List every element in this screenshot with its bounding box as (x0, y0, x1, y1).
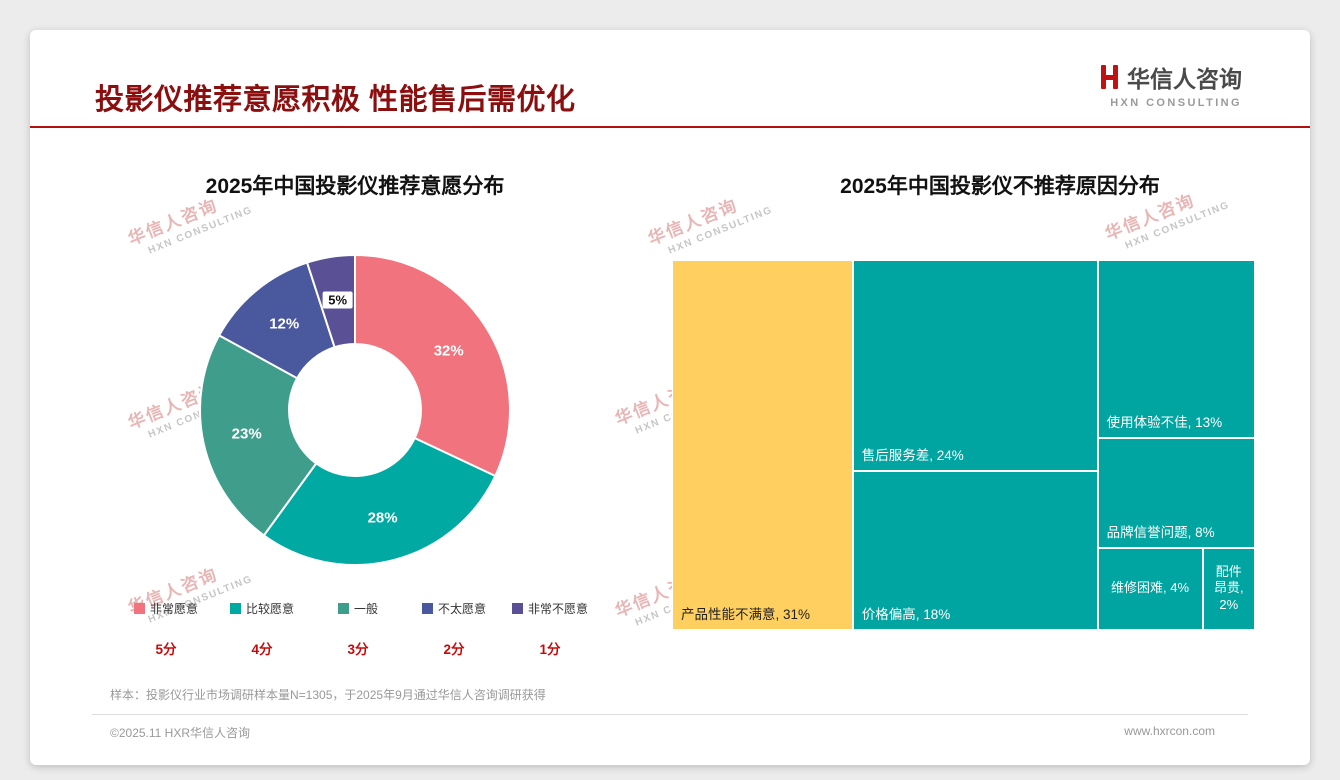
donut-chart-title: 2025年中国投影仪推荐意愿分布 (205, 175, 505, 198)
donut-value-label: 23% (231, 425, 262, 443)
donut-value-label: 32% (433, 342, 464, 360)
logo-subtitle: HXN CONSULTING (1110, 97, 1242, 109)
treemap-cell: 产品性能不满意, 31% (672, 260, 853, 630)
treemap-chart: 产品性能不满意, 31% 售后服务差, 24% 价格偏高, 18% 使用体验不佳, 1… (672, 260, 1255, 630)
website-text: www.hxrcon.com (1124, 724, 1215, 738)
legend-swatch-icon (511, 603, 523, 614)
donut-value-label: 12% (269, 315, 300, 333)
legend-label: 不太愿意 (437, 602, 486, 616)
donut-value-label: 28% (367, 509, 398, 526)
legend-swatch-icon (421, 603, 433, 614)
legend-label: 非常不愿意 (527, 602, 588, 616)
legend-item: 比较愿意 (214, 600, 310, 617)
legend-label: 比较愿意 (245, 602, 294, 616)
treemap-cell: 使用体验不佳, 13% (1097, 260, 1255, 439)
treemap-cell: 品牌信誉问题, 8% (1097, 438, 1255, 548)
legend-item: 非常愿意 (118, 600, 214, 617)
treemap-cell-label: 售后服务差, 24% (861, 448, 964, 464)
treemap-cell: 售后服务差, 24% (852, 260, 1098, 472)
donut-slice (199, 333, 318, 537)
copyright-text: ©2025.11 HXR华信人咨询 (110, 726, 250, 740)
treemap-chart-title: 2025年中国投影仪不推荐原因分布 (840, 175, 1160, 198)
legend-swatch-icon (337, 603, 349, 614)
footer-divider (92, 714, 1248, 715)
donut-svg (199, 253, 511, 566)
donut-chart: 32% 28% 23% 12% 5% (185, 240, 525, 580)
treemap-cell-label: 价格偏高, 18% (861, 606, 951, 622)
treemap-cell-label: 维修困难, 4% (1111, 580, 1190, 596)
legend-item: 非常不愿意 (502, 600, 598, 617)
treemap-cell: 价格偏高, 18% (852, 471, 1098, 630)
treemap-cell-label: 产品性能不满意, 31% (681, 607, 811, 622)
treemap-cell: 配件昂贵, 2% (1202, 547, 1255, 630)
score-label: 1分 (539, 642, 561, 657)
slide-card: 华信人咨询 HXN CONSULTING 华信人咨询 HXN CONSULTING 华信… (30, 30, 1310, 765)
logo: 华信人咨询 HXN CONSULTING (1100, 60, 1242, 109)
score-label: 5分 (155, 642, 177, 657)
logo-top: 华信人咨询 (1100, 60, 1242, 94)
score-label: 2分 (443, 642, 465, 657)
donut-legend: 非常愿意 比较愿意 一般 不太愿意 非常不愿意 (118, 600, 598, 617)
treemap-cell: 维修困难, 4% (1097, 547, 1203, 630)
page-title: 投影仪推荐意愿积极 性能售后需优化 (95, 84, 576, 116)
donut-slice (262, 436, 497, 566)
score-label: 4分 (251, 642, 273, 657)
donut-slice (354, 253, 511, 478)
footer: ©2025.11 HXR华信人咨询 www.hxrcon.com (110, 724, 1215, 741)
legend-swatch-icon (229, 603, 241, 614)
logo-icon (1101, 65, 1118, 89)
donut-value-label: 5% (322, 291, 354, 309)
sample-note: 样本：投影仪行业市场调研样本量N=1305，于2025年9月通过华信人咨询调研获… (110, 688, 546, 702)
score-row: 5分 4分 3分 2分 1分 (118, 638, 598, 658)
title-divider (30, 126, 1310, 128)
donut-label-layer: 32% 28% 23% 12% 5% (185, 240, 525, 580)
treemap-cell-label: 使用体验不佳, 13% (1106, 415, 1223, 431)
logo-name: 华信人咨询 (1127, 66, 1242, 92)
treemap-cell-label: 配件昂贵, 2% (1213, 563, 1244, 613)
legend-swatch-icon (133, 603, 145, 614)
legend-item: 一般 (310, 600, 406, 617)
treemap-cell-label: 品牌信誉问题, 8% (1106, 524, 1215, 540)
legend-item: 不太愿意 (406, 600, 502, 617)
score-label: 3分 (347, 642, 369, 657)
legend-label: 非常愿意 (149, 602, 198, 616)
legend-label: 一般 (353, 602, 378, 616)
watermark-subtext: HXN CONSULTING (1123, 199, 1232, 252)
watermark-subtext: HXN CONSULTING (666, 204, 775, 257)
